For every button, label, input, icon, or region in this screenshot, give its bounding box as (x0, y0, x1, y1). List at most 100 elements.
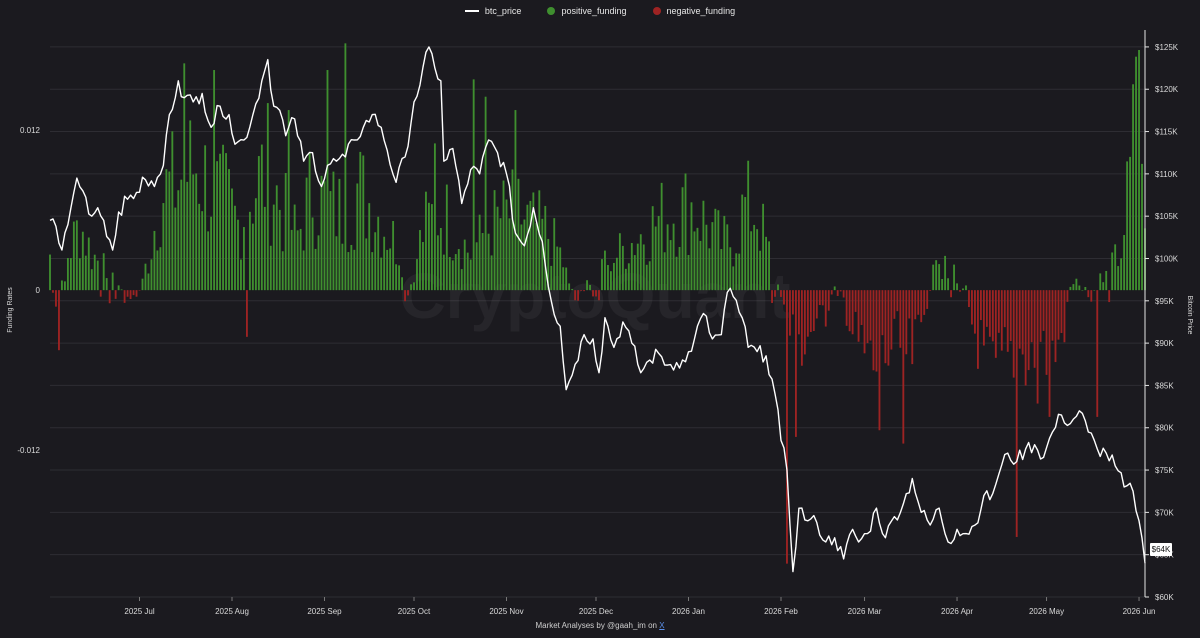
positive-funding-bar (257, 156, 260, 291)
positive-funding-bar (287, 110, 290, 291)
positive-funding-bar (177, 190, 180, 291)
positive-funding-bar (454, 254, 457, 291)
positive-funding-bar (332, 171, 335, 291)
negative-funding-bar (812, 290, 815, 332)
positive-funding-bar (81, 231, 84, 291)
left-axis-tick-label: -0.012 (17, 446, 40, 455)
positive-funding-bar (627, 263, 630, 291)
positive-funding-bar (487, 233, 490, 291)
funding-bars (49, 43, 1146, 564)
positive-funding-bar (219, 153, 221, 291)
negative-funding-bar (52, 290, 54, 293)
positive-funding-bar (120, 289, 123, 291)
x-axis-tick-label: 2026 May (1029, 607, 1064, 616)
positive-funding-bar (299, 228, 302, 291)
negative-funding-bar (1012, 290, 1015, 378)
footer-link-x[interactable]: X (659, 621, 665, 630)
red-dot-icon (652, 7, 661, 15)
positive-funding-bar (198, 203, 201, 291)
positive-funding-bar (231, 188, 233, 291)
positive-funding-bar (833, 286, 836, 291)
negative-funding-bar (866, 290, 869, 344)
positive-funding-bar (69, 258, 72, 291)
positive-funding-bar (362, 155, 365, 291)
negative-funding-bar (792, 290, 794, 315)
positive-funding-bar (416, 259, 418, 291)
positive-funding-bar (171, 131, 174, 291)
positive-funding-bar (350, 244, 353, 291)
negative-funding-bar (783, 290, 785, 305)
positive-funding-bar (243, 227, 245, 291)
positive-funding-bar (457, 249, 460, 291)
negative-funding-bar (929, 290, 932, 291)
green-dot-icon (547, 7, 556, 15)
positive-funding-bar (466, 252, 469, 291)
positive-funding-bar (189, 120, 192, 291)
negative-funding-bar (821, 290, 824, 306)
positive-funding-bar (377, 216, 380, 291)
positive-funding-bar (621, 245, 624, 291)
positive-funding-bar (642, 244, 645, 291)
positive-funding-bar (460, 269, 463, 291)
legend-item-negative-funding[interactable]: negative_funding (652, 6, 735, 16)
positive-funding-bar (240, 259, 242, 291)
positive-funding-bar (1141, 163, 1143, 291)
positive-funding-bar (508, 218, 511, 291)
positive-funding-bar (1069, 286, 1072, 291)
right-axis-tick-label: $120K (1155, 85, 1179, 94)
negative-funding-bar (1057, 290, 1060, 340)
positive-funding-bar (714, 208, 717, 291)
legend-item-btc-price[interactable]: btc_price (464, 6, 521, 16)
positive-funding-bar (1129, 156, 1132, 291)
negative-funding-bar (842, 290, 845, 298)
positive-funding-bar (180, 179, 183, 291)
negative-funding-bar (246, 290, 248, 337)
negative-funding-bar (991, 290, 994, 342)
positive-funding-bar (615, 257, 618, 291)
positive-funding-bar (347, 252, 350, 291)
current-price-tag: $64K (1150, 543, 1172, 556)
positive-funding-bar (1093, 290, 1096, 291)
negative-funding-bar (908, 290, 911, 319)
right-axis-tick-label: $85K (1155, 381, 1174, 390)
positive-funding-bar (947, 278, 949, 291)
negative-funding-bar (1087, 290, 1090, 298)
positive-funding-bar (117, 285, 120, 291)
positive-funding-bar (278, 209, 281, 291)
negative-funding-bar (857, 290, 860, 342)
positive-funding-bar (1120, 258, 1123, 291)
negative-funding-bar (818, 290, 821, 306)
positive-funding-bar (756, 229, 759, 291)
right-axis-tick-label: $70K (1155, 508, 1174, 517)
positive-funding-bar (153, 230, 156, 291)
positive-funding-bar (380, 257, 383, 291)
negative-funding-bar (126, 290, 129, 297)
positive-funding-bar (269, 245, 272, 291)
negative-funding-bar (827, 290, 830, 311)
positive-funding-bar (356, 183, 359, 291)
positive-funding-bar (359, 151, 362, 291)
positive-funding-bar (341, 243, 344, 291)
positive-funding-bar (526, 204, 529, 291)
positive-funding-bar (535, 223, 538, 291)
right-axis-tick-label: $125K (1155, 43, 1179, 52)
positive-funding-bar (696, 227, 699, 291)
positive-funding-bar (493, 190, 496, 291)
positive-funding-bar (708, 248, 711, 291)
positive-funding-bar (529, 200, 532, 291)
positive-funding-bar (419, 230, 421, 291)
positive-funding-bar (681, 187, 684, 291)
negative-funding-bar (1096, 290, 1099, 417)
negative-funding-bar (979, 290, 982, 321)
negative-funding-bar (595, 290, 597, 297)
grid-layer (50, 46, 1145, 598)
positive-funding-bar (472, 79, 475, 291)
negative-funding-bar (1048, 290, 1051, 417)
negative-funding-bar (878, 290, 881, 431)
legend-item-positive-funding[interactable]: positive_funding (547, 6, 627, 16)
negative-funding-bar (926, 290, 929, 309)
negative-funding-bar (830, 290, 833, 295)
positive-funding-bar (538, 190, 541, 291)
positive-funding-bar (87, 237, 90, 291)
btc-price-line (49, 46, 1146, 573)
